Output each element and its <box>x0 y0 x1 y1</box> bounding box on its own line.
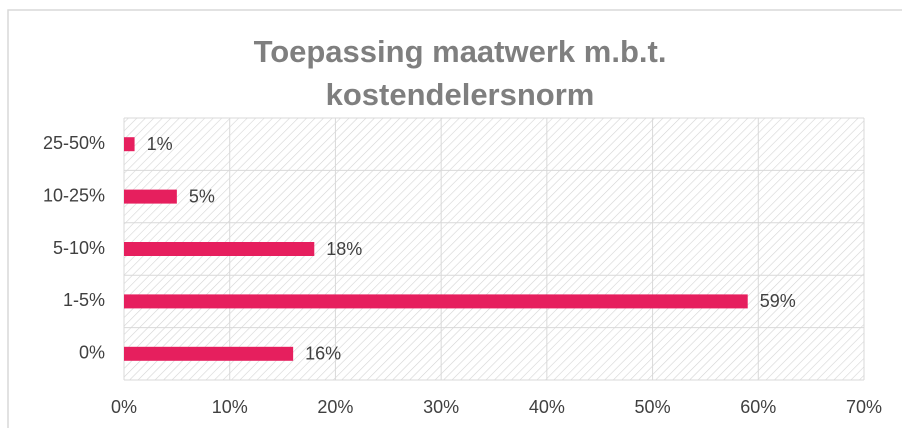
x-tick-label: 10% <box>212 397 248 417</box>
x-tick-label: 50% <box>635 397 671 417</box>
x-tick-label: 70% <box>846 397 882 417</box>
bar <box>124 294 748 309</box>
chart-frame <box>7 9 902 428</box>
y-tick-label: 1-5% <box>63 290 105 310</box>
bar <box>124 242 315 256</box>
data-label: 1% <box>147 134 173 154</box>
x-tick-label: 0% <box>111 397 137 417</box>
data-label: 18% <box>326 239 362 259</box>
y-tick-label: 25-50% <box>43 133 105 153</box>
data-label: 5% <box>189 186 215 206</box>
data-label: 16% <box>305 344 341 364</box>
bar <box>124 346 294 361</box>
x-tick-label: 60% <box>740 397 776 417</box>
data-label: 59% <box>760 291 796 311</box>
x-tick-label: 20% <box>317 397 353 417</box>
bar <box>124 189 177 204</box>
bar <box>124 137 135 152</box>
y-tick-label: 0% <box>79 343 105 363</box>
y-tick-label: 5-10% <box>53 238 105 258</box>
x-tick-label: 30% <box>423 397 459 417</box>
chart-title: Toepassing maatwerk m.b.t. kostendelersn… <box>253 34 667 112</box>
y-tick-label: 10-25% <box>43 185 105 205</box>
x-tick-label: 40% <box>529 397 565 417</box>
